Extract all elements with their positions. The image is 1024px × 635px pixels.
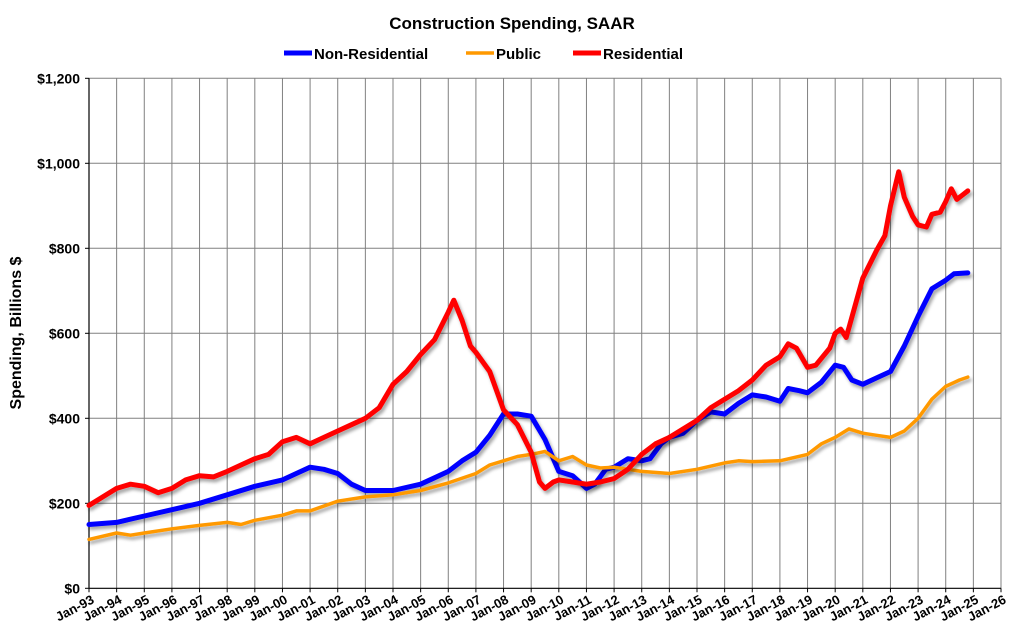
series-line-residential [86,169,971,508]
legend: Non-Residential Public Residential [284,46,683,63]
legend-label: Residential [603,46,683,63]
series-line-non-residential [86,270,971,527]
y-tick-label: $1,000 [37,155,80,171]
y-tick-label: $200 [49,495,80,511]
series-line-public [87,375,970,542]
x-axis-ticks: Jan-93Jan-94Jan-95Jan-96Jan-97Jan-98Jan-… [53,588,1008,624]
legend-label: Public [496,46,541,63]
series-lines [86,169,971,542]
y-tick-label: $800 [49,240,80,256]
y-tick-label: $600 [49,325,80,341]
y-axis-label: Spending, Billions $ [8,256,25,409]
gridlines [88,77,1002,589]
y-tick-label: $400 [49,410,80,426]
y-axis-ticks: $0 $200 $400 $600 $800 $1,000 $1,200 [37,70,89,596]
legend-label: Non-Residential [314,46,428,63]
chart-title: Construction Spending, SAAR [389,14,635,33]
y-tick-label: $1,200 [37,70,80,86]
y-tick-label: $0 [64,580,80,596]
